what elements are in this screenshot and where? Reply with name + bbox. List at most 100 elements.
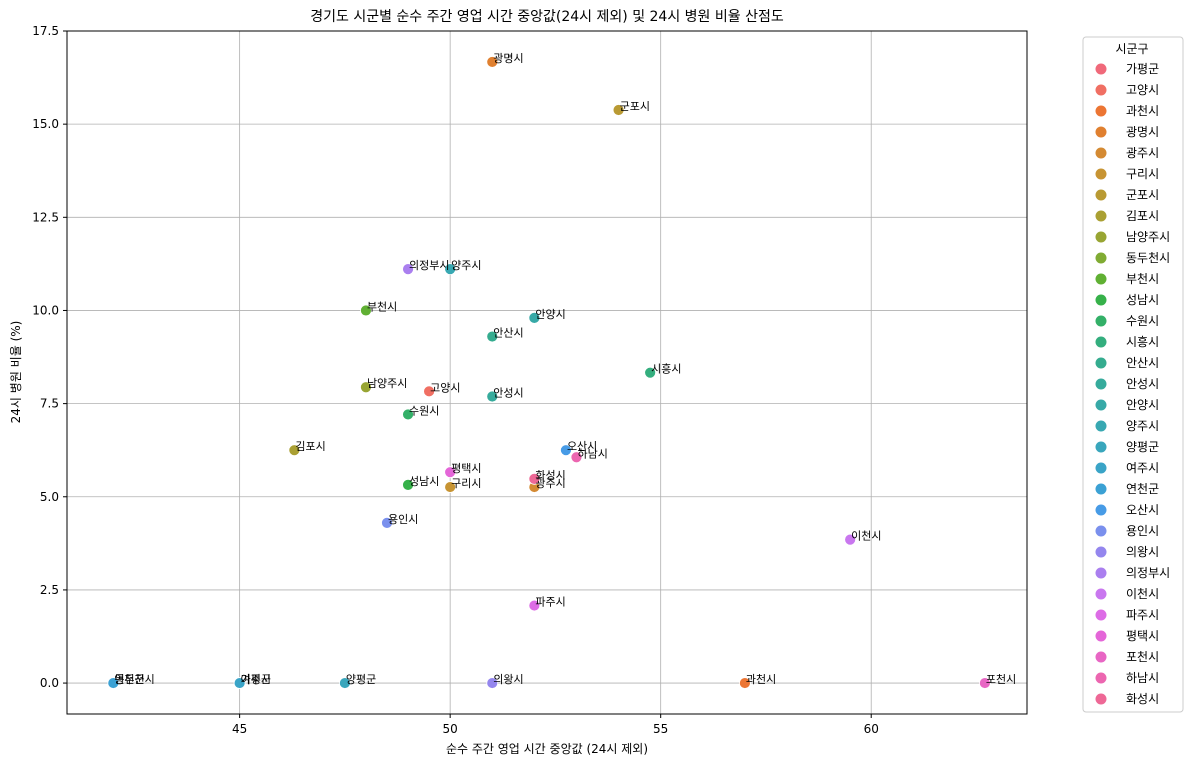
legend-marker — [1095, 210, 1107, 222]
data-label: 화성시 — [535, 469, 565, 482]
legend-label: 의정부시 — [1126, 566, 1170, 580]
data-points — [107, 56, 991, 689]
legend-marker — [1095, 630, 1107, 642]
legend-label: 성남시 — [1126, 293, 1159, 307]
data-point — [486, 330, 499, 343]
data-point — [402, 263, 414, 275]
y-tick-label: 10.0 — [32, 303, 59, 317]
legend-label: 파주시 — [1126, 608, 1159, 622]
data-label: 오산시 — [567, 440, 597, 453]
data-point — [444, 481, 457, 493]
legend-title: 시군구 — [1115, 42, 1148, 56]
legend-label: 가평군 — [1126, 62, 1159, 76]
legend-label: 양평군 — [1126, 440, 1159, 454]
data-point — [360, 304, 372, 317]
legend-marker — [1095, 609, 1107, 621]
x-axis-label: 순수 주간 영업 시간 중앙값 (24시 제외) — [446, 742, 648, 756]
legend-marker — [1095, 483, 1107, 495]
data-point — [423, 385, 436, 398]
data-point — [381, 516, 393, 529]
data-point — [738, 677, 751, 689]
data-label: 용인시 — [388, 513, 418, 526]
data-label: 의정부시 — [409, 259, 449, 272]
data-label: 수원시 — [409, 404, 439, 417]
legend-marker — [1095, 420, 1107, 432]
data-label: 김포시 — [295, 440, 325, 453]
y-tick-label: 7.5 — [40, 397, 59, 411]
legend-label: 화성시 — [1126, 692, 1159, 706]
data-point — [444, 263, 457, 275]
legend-label: 고양시 — [1126, 83, 1159, 97]
y-axis-label: 24시 병원 비율 (%) — [9, 321, 23, 424]
legend-label: 광주시 — [1126, 146, 1159, 160]
data-label: 양주시 — [451, 259, 481, 272]
legend-marker — [1095, 546, 1107, 558]
data-point — [486, 390, 499, 403]
legend-label: 부천시 — [1126, 271, 1159, 286]
legend-marker — [1095, 273, 1107, 285]
data-label: 과천시 — [746, 672, 776, 686]
plot-frame — [66, 30, 1028, 715]
data-label: 가평군 — [241, 673, 271, 686]
legend-label: 오산시 — [1126, 503, 1159, 517]
data-point — [360, 381, 372, 394]
y-tick-label: 17.5 — [32, 24, 59, 38]
legend-marker — [1095, 168, 1107, 180]
legend: 시군구 가평군고양시과천시광명시광주시구리시군포시김포시남양주시동두천시부천시성… — [1082, 36, 1184, 713]
data-point — [402, 478, 414, 491]
legend-marker — [1095, 357, 1107, 369]
legend-label: 안양시 — [1126, 398, 1159, 412]
legend-marker — [1095, 672, 1107, 684]
legend-label: 의왕시 — [1126, 545, 1159, 559]
data-point — [233, 677, 246, 689]
x-tick-label: 60 — [864, 722, 879, 736]
x-tick-label: 50 — [443, 722, 458, 736]
legend-marker — [1095, 399, 1107, 411]
x-tick-label: 55 — [653, 722, 668, 736]
legend-marker — [1095, 63, 1107, 75]
legend-label: 수원시 — [1126, 314, 1159, 328]
data-point — [528, 312, 541, 324]
data-label: 평택시 — [451, 462, 481, 475]
data-label: 여주시 — [241, 673, 271, 686]
data-point — [570, 451, 583, 464]
data-label: 하남시 — [577, 446, 607, 460]
data-label: 남양주시 — [367, 377, 407, 390]
legend-label: 평택시 — [1126, 629, 1159, 643]
data-point — [978, 677, 991, 689]
data-label: 부천시 — [367, 299, 397, 313]
data-label: 동두천시 — [114, 672, 154, 686]
legend-label: 연천군 — [1126, 481, 1159, 496]
data-point — [402, 408, 414, 421]
legend-label: 군포시 — [1126, 188, 1159, 202]
data-point — [288, 444, 301, 457]
data-point — [528, 472, 541, 485]
legend-marker — [1095, 378, 1107, 390]
chart-title: 경기도 시군별 순수 주간 영업 시간 중앙값(24시 제외) 및 24시 병원… — [310, 9, 784, 25]
legend-frame — [1082, 36, 1184, 713]
data-label: 안산시 — [493, 327, 523, 340]
x-tick-label: 45 — [232, 722, 247, 736]
legend-label: 동두천시 — [1126, 250, 1170, 265]
data-point — [486, 677, 499, 689]
data-label: 광주시 — [535, 477, 565, 490]
data-label: 이천시 — [851, 529, 881, 543]
legend-marker — [1095, 693, 1107, 705]
y-tick-label: 2.5 — [40, 583, 59, 597]
legend-label: 하남시 — [1126, 671, 1159, 685]
legend-marker — [1095, 105, 1107, 117]
legend-label: 남양주시 — [1126, 230, 1170, 244]
legend-label: 광명시 — [1126, 125, 1159, 139]
legend-label: 과천시 — [1126, 103, 1159, 118]
legend-label: 안산시 — [1126, 356, 1159, 370]
data-label: 연천군 — [114, 672, 144, 686]
data-point — [528, 599, 541, 612]
data-point — [486, 56, 499, 68]
axes: 45 50 55 60 0.0 2.5 5.0 7.5 10.0 12.5 15.0 17.5 — [32, 24, 879, 736]
data-point — [612, 104, 625, 116]
data-label: 파주시 — [535, 596, 565, 609]
legend-marker — [1095, 504, 1107, 516]
legend-marker — [1095, 147, 1107, 159]
